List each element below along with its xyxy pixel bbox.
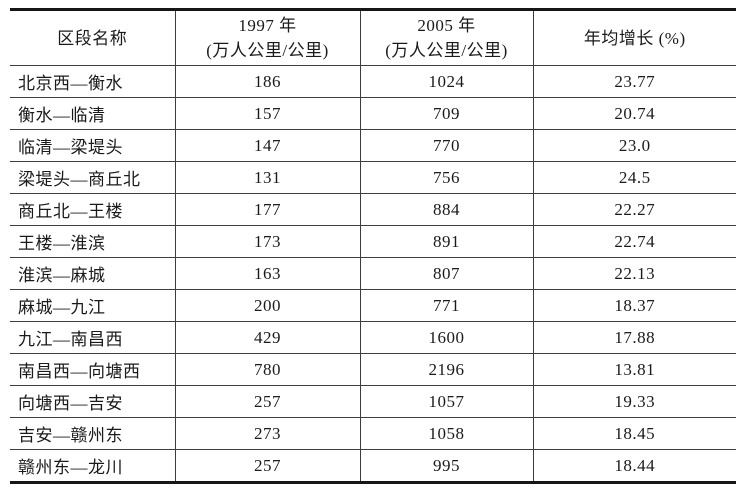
growth-cell: 22.13 bbox=[532, 257, 736, 290]
section-name-cell: 吉安—赣州东 bbox=[10, 417, 175, 450]
growth-cell: 23.77 bbox=[532, 65, 736, 98]
value-1997-cell: 177 bbox=[174, 193, 360, 226]
header-2005: 2005 年 (万人公里/公里) bbox=[359, 9, 533, 66]
section-name-cell: 淮滨—麻城 bbox=[10, 257, 175, 290]
header-row: 区段名称 1997 年 (万人公里/公里) 2005 年 (万人公里/公里) 年… bbox=[10, 9, 736, 66]
value-2005-cell: 891 bbox=[359, 225, 533, 258]
value-1997-cell: 257 bbox=[174, 449, 360, 483]
growth-cell: 18.44 bbox=[532, 449, 736, 483]
growth-cell: 22.27 bbox=[532, 193, 736, 226]
value-1997-cell: 273 bbox=[174, 417, 360, 450]
value-1997-cell: 257 bbox=[174, 385, 360, 418]
value-1997-cell: 147 bbox=[174, 129, 360, 162]
value-2005-cell: 807 bbox=[359, 257, 533, 290]
section-name-cell: 王楼—淮滨 bbox=[10, 225, 175, 258]
section-name-cell: 向塘西—吉安 bbox=[10, 385, 175, 418]
header-2005-line2: (万人公里/公里) bbox=[385, 41, 508, 60]
value-2005-cell: 756 bbox=[359, 161, 533, 194]
value-2005-cell: 995 bbox=[359, 449, 533, 483]
growth-cell: 13.81 bbox=[532, 353, 736, 386]
header-growth: 年均增长 (%) bbox=[532, 9, 736, 66]
section-name-cell: 赣州东—龙川 bbox=[18, 458, 123, 477]
value-1997-cell: 200 bbox=[174, 289, 360, 322]
header-1997-line2: (万人公里/公里) bbox=[206, 41, 329, 60]
growth-cell: 23.0 bbox=[532, 129, 736, 162]
section-name-cell: 北京西—衡水 bbox=[10, 65, 175, 98]
value-2005-cell: 1057 bbox=[359, 385, 533, 418]
growth-cell: 18.37 bbox=[532, 289, 736, 322]
growth-cell: 22.74 bbox=[532, 225, 736, 258]
growth-cell: 17.88 bbox=[532, 321, 736, 354]
value-2005-cell: 770 bbox=[359, 129, 533, 162]
table-row: 临清—梁堤头 147 770 23.0 bbox=[10, 129, 736, 162]
header-section: 区段名称 bbox=[10, 9, 175, 66]
section-name-cell: 南昌西—向塘西 bbox=[10, 353, 175, 386]
value-2005-cell: 771 bbox=[359, 289, 533, 322]
growth-cell: 19.33 bbox=[532, 385, 736, 418]
table-row: 吉安—赣州东 273 1058 18.45 bbox=[10, 417, 736, 450]
table-row: 梁堤头—商丘北 131 756 24.5 bbox=[10, 161, 736, 194]
value-2005-cell: 1024 bbox=[359, 65, 533, 98]
section-name-cell: 临清—梁堤头 bbox=[10, 129, 175, 162]
section-name-cell: 衡水—临清 bbox=[10, 97, 175, 130]
traffic-density-table: 区段名称 1997 年 (万人公里/公里) 2005 年 (万人公里/公里) 年… bbox=[10, 8, 736, 484]
value-2005-cell: 1600 bbox=[359, 321, 533, 354]
table-header: 区段名称 1997 年 (万人公里/公里) 2005 年 (万人公里/公里) 年… bbox=[10, 9, 736, 66]
value-1997-cell: 173 bbox=[174, 225, 360, 258]
traffic-density-table-wrap: 区段名称 1997 年 (万人公里/公里) 2005 年 (万人公里/公里) 年… bbox=[10, 8, 736, 484]
growth-cell: 24.5 bbox=[532, 161, 736, 194]
table-row: 北京西—衡水 186 1024 23.77 bbox=[10, 65, 736, 98]
header-1997-line1: 1997 年 bbox=[238, 16, 297, 35]
value-1997-cell: 131 bbox=[174, 161, 360, 194]
value-2005-cell: 884 bbox=[359, 193, 533, 226]
table-body: 北京西—衡水 186 1024 23.77 衡水—临清 157 709 20.7… bbox=[10, 65, 736, 483]
value-2005-cell: 2196 bbox=[359, 353, 533, 386]
table-row: 衡水—临清 157 709 20.74 bbox=[10, 97, 736, 130]
value-1997-cell: 429 bbox=[174, 321, 360, 354]
table-row: 淮滨—麻城 163 807 22.13 bbox=[10, 257, 736, 290]
growth-cell: 20.74 bbox=[532, 97, 736, 130]
table-row: 麻城—九江 200 771 18.37 bbox=[10, 289, 736, 322]
table-row: 赣州东—龙川 257 995 18.44 bbox=[10, 449, 736, 483]
table-row: 王楼—淮滨 173 891 22.74 bbox=[10, 225, 736, 258]
table-row: 九江—南昌西 429 1600 17.88 bbox=[10, 321, 736, 354]
header-2005-line1: 2005 年 bbox=[417, 16, 476, 35]
header-1997: 1997 年 (万人公里/公里) bbox=[174, 9, 360, 66]
section-name-cell: 麻城—九江 bbox=[10, 289, 175, 322]
growth-cell: 18.45 bbox=[532, 417, 736, 450]
section-name-cell: 梁堤头—商丘北 bbox=[10, 161, 175, 194]
value-1997-cell: 157 bbox=[174, 97, 360, 130]
value-1997-cell: 163 bbox=[174, 257, 360, 290]
table-row: 商丘北—王楼 177 884 22.27 bbox=[10, 193, 736, 226]
table-row: 向塘西—吉安 257 1057 19.33 bbox=[10, 385, 736, 418]
value-2005-cell: 1058 bbox=[359, 417, 533, 450]
table-row: 南昌西—向塘西 780 2196 13.81 bbox=[10, 353, 736, 386]
section-name-cell: 九江—南昌西 bbox=[10, 321, 175, 354]
value-1997-cell: 186 bbox=[174, 65, 360, 98]
value-1997-cell: 780 bbox=[174, 353, 360, 386]
section-name-cell: 商丘北—王楼 bbox=[10, 193, 175, 226]
value-2005-cell: 709 bbox=[359, 97, 533, 130]
